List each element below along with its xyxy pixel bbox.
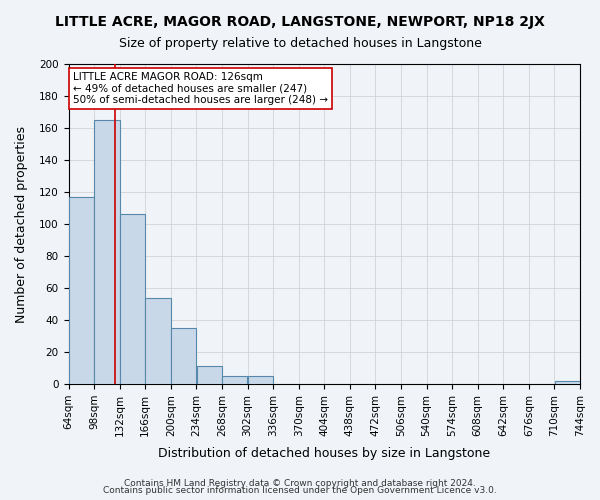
Bar: [248, 376, 273, 384]
Text: Contains HM Land Registry data © Crown copyright and database right 2024.: Contains HM Land Registry data © Crown c…: [124, 478, 476, 488]
X-axis label: Distribution of detached houses by size in Langstone: Distribution of detached houses by size …: [158, 447, 490, 460]
Bar: [197, 366, 222, 384]
Bar: [69, 197, 94, 384]
Bar: [171, 328, 196, 384]
Text: LITTLE ACRE MAGOR ROAD: 126sqm
← 49% of detached houses are smaller (247)
50% of: LITTLE ACRE MAGOR ROAD: 126sqm ← 49% of …: [73, 72, 328, 105]
Bar: [145, 298, 170, 384]
Bar: [222, 376, 247, 384]
Y-axis label: Number of detached properties: Number of detached properties: [15, 126, 28, 322]
Text: Contains public sector information licensed under the Open Government Licence v3: Contains public sector information licen…: [103, 486, 497, 495]
Bar: [554, 381, 580, 384]
Text: Size of property relative to detached houses in Langstone: Size of property relative to detached ho…: [119, 38, 481, 51]
Bar: [94, 120, 119, 384]
Text: LITTLE ACRE, MAGOR ROAD, LANGSTONE, NEWPORT, NP18 2JX: LITTLE ACRE, MAGOR ROAD, LANGSTONE, NEWP…: [55, 15, 545, 29]
Bar: [120, 214, 145, 384]
